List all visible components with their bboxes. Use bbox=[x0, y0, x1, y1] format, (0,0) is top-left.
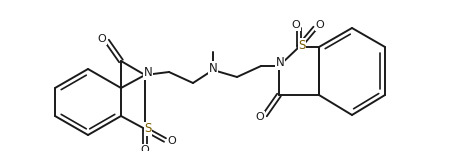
Text: O: O bbox=[140, 145, 149, 151]
Text: O: O bbox=[291, 20, 300, 30]
Text: O: O bbox=[315, 20, 324, 30]
Text: N: N bbox=[275, 56, 284, 69]
Text: N: N bbox=[143, 66, 152, 79]
Text: O: O bbox=[167, 136, 176, 146]
Text: O: O bbox=[255, 112, 264, 122]
Text: N: N bbox=[208, 61, 217, 74]
Text: S: S bbox=[144, 122, 151, 135]
Text: O: O bbox=[97, 34, 106, 44]
Text: S: S bbox=[298, 39, 305, 51]
